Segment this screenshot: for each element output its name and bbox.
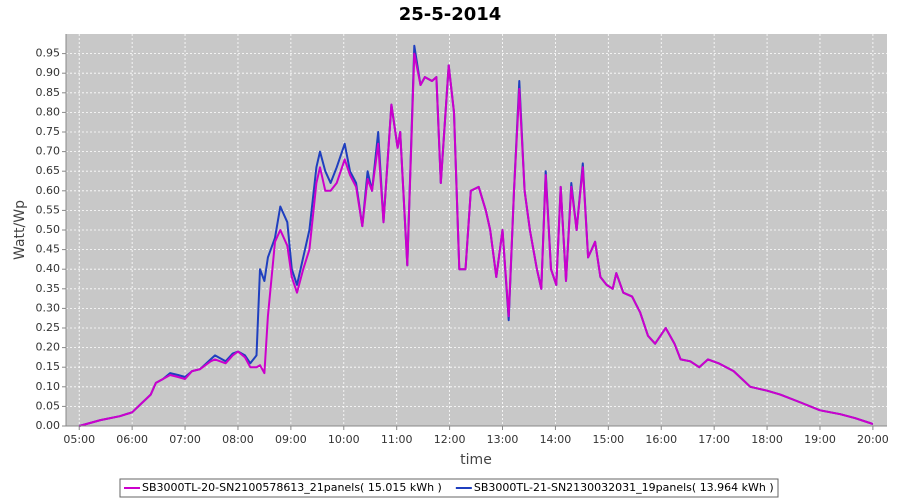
x-tick-label: 17:00 xyxy=(698,433,730,446)
y-tick-label: 0.65 xyxy=(36,164,61,177)
y-tick-label: 0.10 xyxy=(36,380,61,393)
y-axis-label: Watt/Wp xyxy=(12,200,28,260)
y-tick-label: 0.00 xyxy=(36,419,61,432)
x-tick-label: 12:00 xyxy=(434,433,466,446)
y-tick-label: 0.35 xyxy=(36,282,61,295)
x-tick-label: 10:00 xyxy=(328,433,360,446)
x-tick-label: 11:00 xyxy=(381,433,413,446)
x-tick-label: 16:00 xyxy=(645,433,677,446)
y-tick-label: 0.30 xyxy=(36,301,61,314)
y-tick-label: 0.80 xyxy=(36,105,61,118)
chart-title: 25-5-2014 xyxy=(399,4,502,25)
y-tick-label: 0.40 xyxy=(36,262,61,275)
y-tick-label: 0.20 xyxy=(36,341,61,354)
x-tick-label: 08:00 xyxy=(222,433,254,446)
y-tick-label: 0.70 xyxy=(36,145,61,158)
x-tick-label: 14:00 xyxy=(540,433,572,446)
y-tick-label: 0.25 xyxy=(36,321,61,334)
x-tick-label: 05:00 xyxy=(63,433,95,446)
y-tick-label: 0.85 xyxy=(36,86,61,99)
x-tick-label: 19:00 xyxy=(804,433,836,446)
x-axis-label: time xyxy=(460,452,492,468)
y-tick-label: 0.15 xyxy=(36,360,61,373)
y-tick-label: 0.55 xyxy=(36,203,61,216)
legend xyxy=(119,478,779,498)
x-tick-label: 06:00 xyxy=(116,433,148,446)
legend-label: SB3000TL-20-SN2100578613_21panels( 15.01… xyxy=(142,481,442,494)
y-tick-label: 0.75 xyxy=(36,125,61,138)
y-tick-label: 0.90 xyxy=(36,66,61,79)
legend-label: SB3000TL-21-SN2130032031_19panels( 13.96… xyxy=(474,481,774,494)
x-tick-label: 20:00 xyxy=(857,433,889,446)
x-tick-label: 15:00 xyxy=(592,433,624,446)
y-tick-label: 0.60 xyxy=(36,184,61,197)
x-tick-label: 13:00 xyxy=(487,433,519,446)
x-tick-label: 18:00 xyxy=(751,433,783,446)
x-tick-label: 09:00 xyxy=(275,433,307,446)
series-line xyxy=(78,52,874,427)
y-tick-label: 0.95 xyxy=(36,47,61,60)
y-tick-label: 0.05 xyxy=(36,399,61,412)
x-tick-label: 07:00 xyxy=(169,433,201,446)
y-tick-label: 0.50 xyxy=(36,223,61,236)
y-tick-label: 0.45 xyxy=(36,243,61,256)
